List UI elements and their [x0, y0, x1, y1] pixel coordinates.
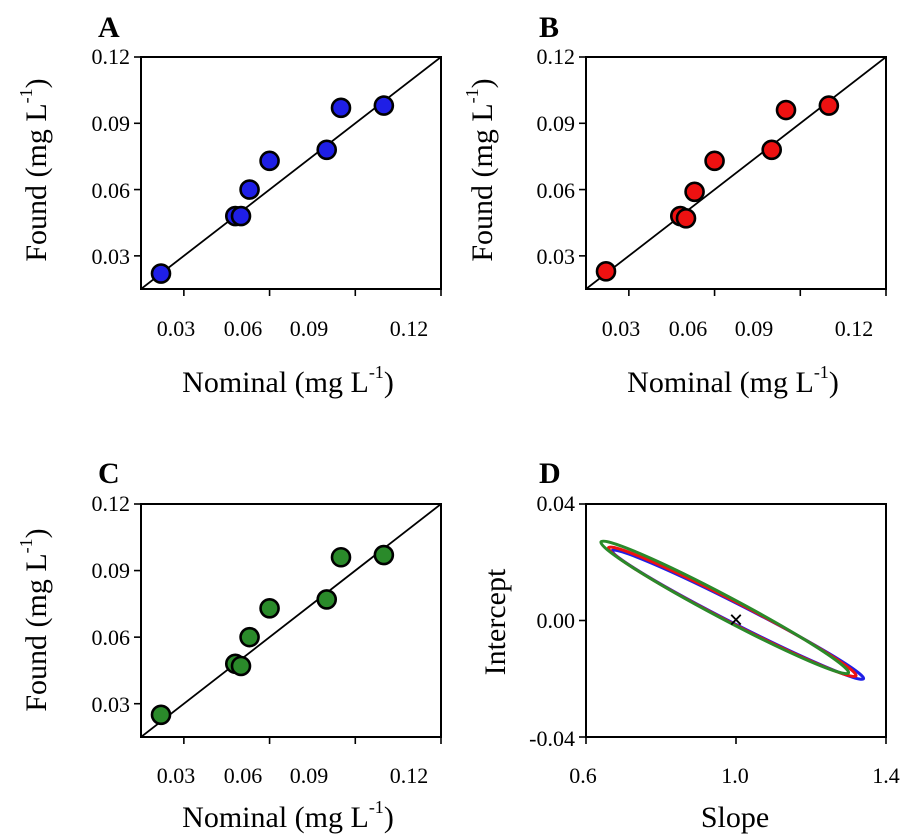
- panel-letter-c: C: [98, 457, 120, 490]
- x-tick-label: 1.4: [872, 763, 900, 788]
- x-axis-label: Nominal (mg L-1): [627, 362, 839, 399]
- data-point: [316, 589, 338, 610]
- identity-line: [586, 57, 886, 289]
- x-axis-label: Nominal (mg L-1): [182, 362, 394, 399]
- y-axis-label: Found (mg L-1): [462, 78, 499, 261]
- y-tick-label: 0.09: [92, 111, 131, 136]
- y-tick-label: 0.03: [92, 244, 131, 269]
- x-tick-label: 0.03: [602, 316, 641, 341]
- plot-frame: [140, 56, 442, 290]
- x-tick-label: 0.06: [224, 763, 263, 788]
- x-tick-label: 0.09: [290, 316, 329, 341]
- identity-line: [141, 57, 441, 289]
- x-tick-label: 0.09: [290, 763, 329, 788]
- x-tick-label: 0.06: [669, 316, 708, 341]
- y-axis-label: Found (mg L-1): [16, 78, 53, 261]
- y-tick-label: 0.12: [92, 491, 131, 516]
- data-point: [704, 150, 725, 172]
- data-point: [595, 261, 617, 282]
- plot-frame: [585, 503, 887, 738]
- data-point: [150, 263, 172, 284]
- data-point: [373, 544, 395, 566]
- data-point: [150, 704, 172, 726]
- plot-frame: [585, 56, 887, 290]
- panel-c: C 0.12 0.09 0.06 0.03 0.03 0.06 0.09 0.1…: [16, 457, 442, 834]
- x-tick-label: 0.09: [735, 316, 774, 341]
- data-point: [259, 150, 280, 172]
- panel-letter-d: D: [539, 457, 561, 490]
- x-tick-label: 0.06: [224, 316, 263, 341]
- panel-d: D 0.04 0.00 -0.04 0.6 1.0 1.4 Slope Inte…: [479, 457, 900, 834]
- x-tick-label: 0.12: [390, 316, 429, 341]
- y-tick-label: 0.09: [537, 111, 576, 136]
- y-tick-label: 0.06: [92, 178, 131, 203]
- y-tick-label: 0.09: [92, 558, 131, 583]
- center-marker: ×: [729, 606, 744, 635]
- data-point: [761, 139, 783, 161]
- data-point: [230, 655, 252, 677]
- y-tick-label: 0.00: [537, 608, 576, 633]
- y-tick-label: 0.03: [537, 244, 576, 269]
- data-point: [373, 95, 395, 116]
- x-tick-label: 0.12: [835, 316, 874, 341]
- data-point: [330, 546, 352, 568]
- y-tick-label: 0.04: [537, 491, 576, 516]
- confidence-ellipse: [599, 539, 851, 676]
- panel-letter-b: B: [539, 11, 559, 44]
- y-axis-label: Intercept: [479, 568, 512, 675]
- x-tick-label: 0.03: [157, 316, 196, 341]
- y-tick-label: -0.04: [529, 726, 575, 751]
- y-tick-label: 0.06: [92, 625, 131, 650]
- data-point: [330, 97, 352, 119]
- plot-frame: [140, 503, 442, 738]
- data-point: [316, 139, 338, 161]
- data-point: [775, 99, 797, 121]
- x-axis-label: Nominal (mg L-1): [182, 797, 394, 834]
- y-axis-label: Found (mg L-1): [16, 528, 53, 711]
- y-tick-label: 0.12: [92, 44, 131, 69]
- y-tick-label: 0.03: [92, 692, 131, 717]
- y-tick-label: 0.06: [537, 178, 576, 203]
- x-tick-label: 0.12: [390, 763, 429, 788]
- x-tick-label: 0.03: [157, 763, 196, 788]
- panel-b: B 0.12 0.09 0.06 0.03 0.03 0.06 0.09 0.1…: [462, 11, 887, 399]
- data-point: [684, 181, 705, 203]
- identity-line: [141, 504, 441, 737]
- panel-a: A 0.12 0.09 0.06 0.03 0.03 0.06 0.09 0.1…: [16, 11, 442, 399]
- x-tick-label: 1.0: [721, 763, 749, 788]
- data-point: [239, 626, 260, 648]
- data-point: [818, 95, 840, 116]
- data-point: [230, 205, 252, 227]
- data-point: [675, 207, 697, 229]
- data-point: [239, 179, 260, 200]
- y-tick-label: 0.12: [537, 44, 576, 69]
- x-tick-label: 0.6: [569, 763, 597, 788]
- panel-letter-a: A: [98, 11, 120, 44]
- x-axis-label: Slope: [701, 801, 769, 834]
- data-point: [259, 597, 280, 619]
